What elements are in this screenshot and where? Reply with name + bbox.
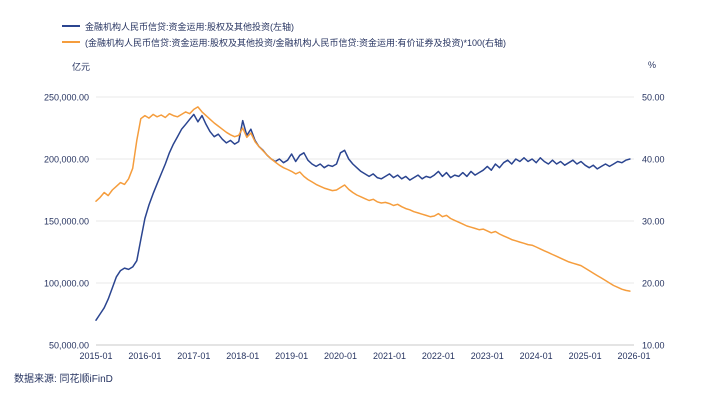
- left-axis-tick-label: 250,000.00: [44, 93, 89, 103]
- legend-label: (金融机构人民币信贷:资金运用:股权及其他投资/金融机构人民币信贷:资金运用:有…: [85, 37, 507, 48]
- x-axis-tick-label: 2022-01: [422, 351, 455, 361]
- x-axis-tick-label: 2015-01: [79, 351, 112, 361]
- legend-swatch-icon: [62, 41, 80, 43]
- x-axis-tick-label: 2021-01: [373, 351, 406, 361]
- right-axis-tick-label: 10.00: [642, 341, 665, 351]
- x-axis-tick-label: 2016-01: [128, 351, 161, 361]
- right-axis-tick-label: 20.00: [642, 279, 665, 289]
- x-axis-tick-label: 2020-01: [324, 351, 357, 361]
- x-axis-tick-label: 2026-01: [617, 351, 650, 361]
- x-axis-tick-label: 2024-01: [520, 351, 553, 361]
- legend-swatch-icon: [62, 25, 80, 27]
- legend-item-0: 金融机构人民币信贷:资金运用:股权及其他投资(左轴): [62, 20, 506, 32]
- left-axis-tick-label: 50,000.00: [49, 341, 89, 351]
- x-axis-tick-label: 2023-01: [471, 351, 504, 361]
- left-axis-tick-label: 200,000.00: [44, 155, 89, 165]
- right-axis-tick-label: 50.00: [642, 93, 665, 103]
- legend-item-1: (金融机构人民币信贷:资金运用:股权及其他投资/金融机构人民币信贷:资金运用:有…: [62, 36, 506, 48]
- x-axis-tick-label: 2025-01: [569, 351, 602, 361]
- data-source-label: 数据来源: 同花顺iFinD: [14, 374, 113, 385]
- right-axis-tick-label: 40.00: [642, 155, 665, 165]
- left-axis-tick-label: 150,000.00: [44, 217, 89, 227]
- legend: 金融机构人民币信贷:资金运用:股权及其他投资(左轴) (金融机构人民币信贷:资金运…: [62, 20, 506, 48]
- legend-label: 金融机构人民币信贷:资金运用:股权及其他投资(左轴): [85, 21, 294, 32]
- left-axis-tick-label: 100,000.00: [44, 279, 89, 289]
- series-line-left: [95, 113, 631, 321]
- right-axis-unit: %: [648, 60, 657, 70]
- right-axis-tick-label: 30.00: [642, 217, 665, 227]
- left-axis-unit: 亿元: [72, 62, 91, 72]
- x-axis-tick-label: 2018-01: [226, 351, 259, 361]
- x-axis-tick-label: 2019-01: [275, 351, 308, 361]
- x-axis-tick-label: 2017-01: [177, 351, 210, 361]
- series-line-right: [95, 106, 631, 292]
